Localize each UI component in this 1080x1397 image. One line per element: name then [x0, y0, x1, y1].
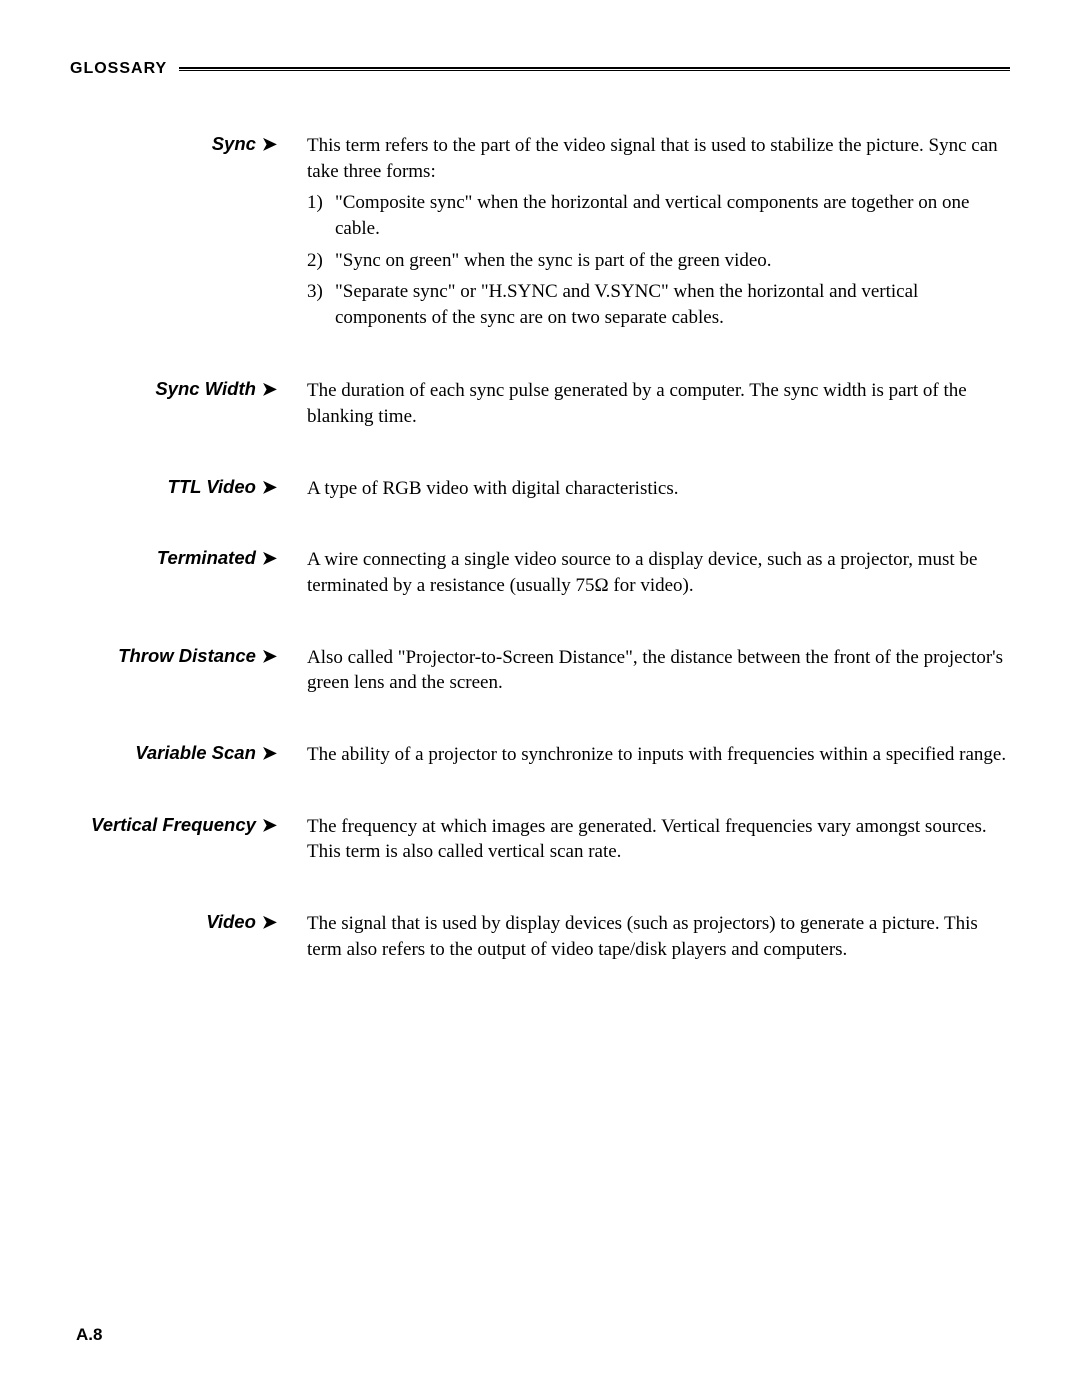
list-number: 2) — [307, 248, 335, 274]
entry-term: Vertical Frequency — [91, 814, 256, 836]
definition-column: The ability of a projector to synchroniz… — [285, 742, 1010, 772]
glossary-entry: Sync ➤ This term refers to the part of t… — [70, 133, 1010, 336]
definition-text: The duration of each sync pulse generate… — [307, 378, 1010, 429]
term-column: Variable Scan ➤ — [70, 742, 285, 772]
list-number: 1) — [307, 190, 335, 241]
definition-column: This term refers to the part of the vide… — [285, 133, 1010, 336]
list-item: 1) "Composite sync" when the horizontal … — [307, 190, 1010, 241]
definition-intro: This term refers to the part of the vide… — [307, 133, 1010, 184]
entry-term: TTL Video — [168, 476, 256, 498]
definition-text: The frequency at which images are genera… — [307, 814, 1010, 865]
arrow-icon: ➤ — [262, 647, 277, 665]
arrow-icon: ➤ — [262, 380, 277, 398]
definition-text: The ability of a projector to synchroniz… — [307, 742, 1010, 768]
definition-column: A wire connecting a single video source … — [285, 547, 1010, 602]
term-column: Sync Width ➤ — [70, 378, 285, 433]
definition-column: The signal that is used by display devic… — [285, 911, 1010, 966]
page-number: A.8 — [76, 1325, 102, 1345]
entry-term: Variable Scan — [135, 742, 256, 764]
definition-text: A type of RGB video with digital charact… — [307, 476, 1010, 502]
page-header: GLOSSARY — [70, 60, 1010, 78]
list-item: 3) "Separate sync" or "H.SYNC and V.SYNC… — [307, 279, 1010, 330]
term-column: Throw Distance ➤ — [70, 645, 285, 700]
arrow-icon: ➤ — [262, 913, 277, 931]
arrow-icon: ➤ — [262, 744, 277, 762]
header-title: GLOSSARY — [70, 60, 167, 78]
definition-text: A wire connecting a single video source … — [307, 547, 1010, 598]
term-column: Terminated ➤ — [70, 547, 285, 602]
term-column: Sync ➤ — [70, 133, 285, 336]
glossary-entry: Vertical Frequency ➤ The frequency at wh… — [70, 814, 1010, 869]
entry-term: Terminated — [157, 547, 256, 569]
glossary-entry: Sync Width ➤ The duration of each sync p… — [70, 378, 1010, 433]
arrow-icon: ➤ — [262, 478, 277, 496]
glossary-entry: TTL Video ➤ A type of RGB video with dig… — [70, 476, 1010, 506]
list-number: 3) — [307, 279, 335, 330]
definition-column: The duration of each sync pulse generate… — [285, 378, 1010, 433]
arrow-icon: ➤ — [262, 549, 277, 567]
definition-text: Also called "Projector-to-Screen Distanc… — [307, 645, 1010, 696]
definition-column: The frequency at which images are genera… — [285, 814, 1010, 869]
glossary-entries: Sync ➤ This term refers to the part of t… — [70, 133, 1010, 966]
glossary-entry: Terminated ➤ A wire connecting a single … — [70, 547, 1010, 602]
arrow-icon: ➤ — [262, 816, 277, 834]
definition-column: A type of RGB video with digital charact… — [285, 476, 1010, 506]
list-text: "Sync on green" when the sync is part of… — [335, 248, 1010, 274]
definition-column: Also called "Projector-to-Screen Distanc… — [285, 645, 1010, 700]
list-text: "Separate sync" or "H.SYNC and V.SYNC" w… — [335, 279, 1010, 330]
definition-list: 1) "Composite sync" when the horizontal … — [307, 190, 1010, 330]
glossary-entry: Throw Distance ➤ Also called "Projector-… — [70, 645, 1010, 700]
list-item: 2) "Sync on green" when the sync is part… — [307, 248, 1010, 274]
entry-term: Sync Width — [155, 378, 256, 400]
header-rule — [179, 67, 1010, 71]
entry-term: Sync — [212, 133, 256, 155]
list-text: "Composite sync" when the horizontal and… — [335, 190, 1010, 241]
arrow-icon: ➤ — [262, 135, 277, 153]
entry-term: Throw Distance — [118, 645, 256, 667]
entry-term: Video — [206, 911, 256, 933]
term-column: TTL Video ➤ — [70, 476, 285, 506]
glossary-entry: Video ➤ The signal that is used by displ… — [70, 911, 1010, 966]
glossary-entry: Variable Scan ➤ The ability of a project… — [70, 742, 1010, 772]
term-column: Vertical Frequency ➤ — [70, 814, 285, 869]
definition-text: The signal that is used by display devic… — [307, 911, 1010, 962]
term-column: Video ➤ — [70, 911, 285, 966]
